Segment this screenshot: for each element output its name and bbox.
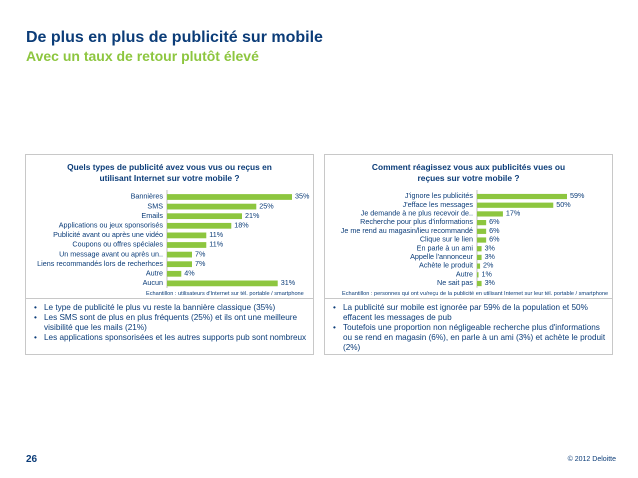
category-label: J'efface les messages <box>403 200 474 209</box>
bar <box>167 251 192 258</box>
page-number: 26 <box>26 454 38 465</box>
left-chart-panel: Quels types de publicité avez vous vus o… <box>25 154 314 355</box>
bar <box>167 203 257 210</box>
bar <box>477 220 487 226</box>
left-sample-note: Echantillon : utilisateurs d'Internet su… <box>146 291 304 297</box>
value-label: 11% <box>209 230 223 239</box>
value-label: 3% <box>485 278 496 287</box>
left-bullet: Les applications sponsorisées et les aut… <box>32 333 307 343</box>
bar <box>167 222 232 229</box>
left-bullet: Le type de publicité le plus vu reste la… <box>32 303 307 313</box>
bar <box>477 263 481 269</box>
right-bullet: Toutefois une proportion non négligeable… <box>331 323 606 353</box>
value-label: 1% <box>482 269 493 278</box>
value-label: 21% <box>245 211 260 220</box>
category-label: Recherche pour plus d'informations <box>360 217 473 226</box>
bar <box>477 228 487 234</box>
bar <box>477 202 554 208</box>
page-title: De plus en plus de publicité sur mobile <box>26 29 323 46</box>
bar <box>477 193 567 200</box>
value-label: 11% <box>209 240 223 249</box>
bar <box>167 242 207 248</box>
bar <box>477 237 487 243</box>
category-label: Clique sur le lien <box>420 235 473 244</box>
copyright: © 2012 Deloitte <box>567 456 616 463</box>
category-label: Appelle l'annonceur <box>410 252 474 261</box>
category-label: Coupons ou offres spéciales <box>72 240 163 249</box>
category-label: Publicité avant ou après une vidéo <box>53 230 163 239</box>
category-label: Autre <box>456 269 473 278</box>
category-label: Bannières <box>131 192 164 201</box>
category-label: J'ignore les publicités <box>405 191 473 200</box>
value-label: 7% <box>195 259 206 268</box>
bar <box>167 213 242 220</box>
value-label: 25% <box>259 201 274 210</box>
value-label: 6% <box>489 217 500 226</box>
page-subtitle: Avec un taux de retour plutôt élevé <box>26 48 259 64</box>
value-label: 6% <box>489 235 500 244</box>
right-chart-title: Comment réagissez vous aux publicités vu… <box>371 162 566 183</box>
category-label: En parle à un ami <box>417 243 474 252</box>
bar <box>167 194 292 200</box>
category-label: SMS <box>147 201 163 210</box>
right-bullet: La publicité sur mobile est ignorée par … <box>331 303 606 323</box>
value-label: 7% <box>195 249 206 258</box>
value-label: 31% <box>281 278 296 287</box>
bar <box>477 280 482 287</box>
value-label: 6% <box>489 226 500 235</box>
value-label: 3% <box>485 252 496 261</box>
left-bullet: Les SMS sont de plus en plus fréquents (… <box>32 313 307 333</box>
value-label: 2% <box>483 261 494 270</box>
left-bullet-list: Le type de publicité le plus vu reste la… <box>26 298 313 343</box>
value-label: 18% <box>234 221 249 230</box>
category-label: Emails <box>141 211 163 220</box>
bar <box>167 280 278 287</box>
bar <box>167 270 182 277</box>
category-label: Autre <box>146 269 163 278</box>
category-label: Applications ou jeux sponsorisés <box>59 221 164 230</box>
bar <box>477 254 482 261</box>
value-label: 50% <box>556 200 571 209</box>
category-label: Je me rend au magasin/lieu recommandé <box>341 226 473 235</box>
bar <box>167 261 192 268</box>
bar <box>477 246 482 252</box>
category-label: Achète le produit <box>419 261 473 270</box>
bar <box>477 211 503 217</box>
category-label: Liens recommandés lors de recherhces <box>37 259 163 268</box>
left-bar-chart: Bannières 35% SMS 25% Emails 21% Applications … <box>37 190 310 288</box>
bar <box>477 272 479 278</box>
right-bullet-list: La publicité sur mobile est ignorée par … <box>325 298 612 353</box>
category-label: Aucun <box>143 278 163 287</box>
category-label: Un message avant ou après un.. <box>59 249 163 258</box>
value-label: 59% <box>570 191 585 200</box>
right-chart-panel: Comment réagissez vous aux publicités vu… <box>324 154 613 355</box>
value-label: 35% <box>295 192 310 201</box>
left-chart-title: Quels types de publicité avez vous vus o… <box>67 162 272 183</box>
category-label: Ne sait pas <box>437 278 473 287</box>
right-sample-note: Echantillon : personnes qui ont vu/reçu … <box>342 291 609 297</box>
right-bar-chart: J'ignore les publicités 59% J'efface les m… <box>341 190 585 288</box>
bar <box>167 232 207 239</box>
category-label: Je demande à ne plus recevoir de.. <box>361 208 473 217</box>
value-label: 3% <box>485 243 496 252</box>
value-label: 17% <box>506 208 521 217</box>
value-label: 4% <box>184 269 195 278</box>
